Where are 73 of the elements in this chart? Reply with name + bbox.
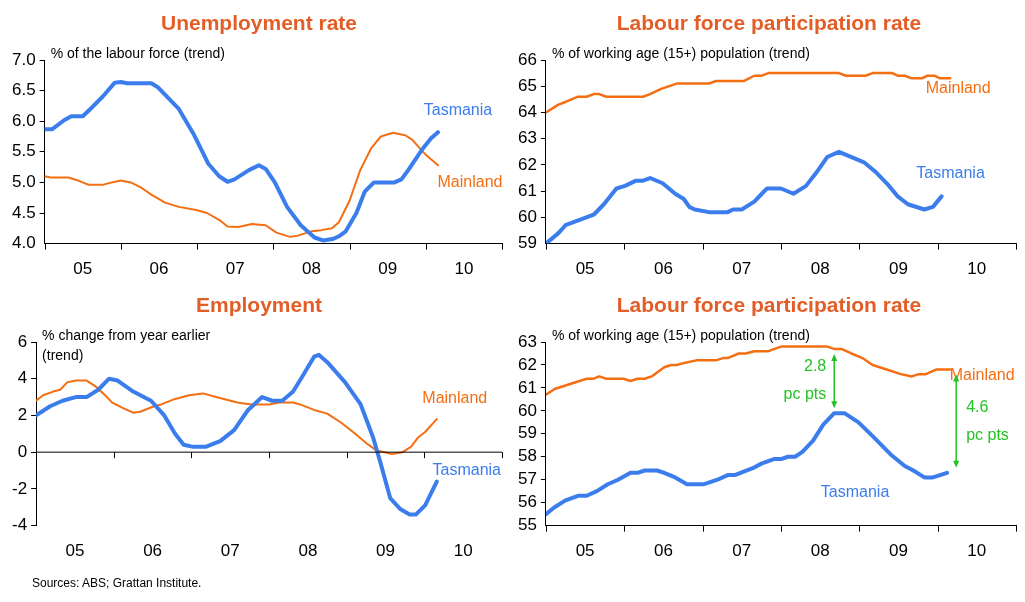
x-tick-label: 10 xyxy=(454,259,474,279)
y-axis-title: % change from year earlier (trend) xyxy=(42,326,211,363)
x-tick-label: 09 xyxy=(376,541,395,561)
y-tick-label: -4 xyxy=(11,515,28,535)
series-label: Mainland xyxy=(925,78,991,96)
y-tick-label: 61 xyxy=(517,377,537,397)
x-tick-label: 09 xyxy=(889,259,908,279)
y-tick-label: 5.0 xyxy=(11,172,36,192)
x-tick-label: 07 xyxy=(732,541,752,561)
y-tick-label: 61 xyxy=(517,180,537,200)
y-tick-label: 58 xyxy=(517,446,537,466)
y-tick-label: 4 xyxy=(17,368,28,388)
series-label: Tasmania xyxy=(423,100,493,118)
source-note: Sources: ABS; Grattan Institute. xyxy=(32,576,203,590)
y-tick-label: 59 xyxy=(517,233,537,253)
x-tick-label: 06 xyxy=(149,259,169,279)
annotation: 4.6 pc pts xyxy=(966,397,1009,443)
chart-title: Labour force participation rate xyxy=(615,10,923,36)
y-tick-label: 59 xyxy=(517,423,537,443)
y-axis-title: % of the labour force (trend) xyxy=(50,44,225,61)
y-tick-label: 7.0 xyxy=(11,49,36,69)
y-tick-label: 57 xyxy=(517,469,537,489)
y-tick-label: 63 xyxy=(517,128,537,148)
series-label: Tasmania xyxy=(916,163,985,181)
y-tick-label: 64 xyxy=(517,102,537,122)
chart-title: Labour force participation rate xyxy=(615,292,923,318)
y-tick-label: 5.5 xyxy=(11,141,36,161)
series-label: Mainland xyxy=(422,388,488,406)
x-tick-label: 06 xyxy=(143,541,163,561)
x-tick-label: 10 xyxy=(453,541,473,561)
chart-title: Employment xyxy=(195,292,323,318)
y-tick-label: 4.0 xyxy=(11,233,36,253)
x-tick-label: 05 xyxy=(575,541,595,561)
x-tick-label: 06 xyxy=(653,259,673,279)
x-tick-label: 05 xyxy=(73,259,93,279)
x-tick-label: 06 xyxy=(653,541,673,561)
series-label: Tasmania xyxy=(432,460,502,478)
x-tick-label: 08 xyxy=(810,259,830,279)
y-tick-label: 60 xyxy=(517,207,537,227)
y-tick-label: 6 xyxy=(17,331,28,351)
x-tick-label: 10 xyxy=(967,541,987,561)
y-tick-label: 56 xyxy=(517,492,537,512)
x-tick-label: 08 xyxy=(298,541,318,561)
y-tick-label: 60 xyxy=(517,400,537,420)
chart-title: Unemployment rate xyxy=(159,10,358,36)
x-tick-label: 09 xyxy=(889,541,908,561)
x-tick-label: 09 xyxy=(378,259,398,279)
y-tick-label: 62 xyxy=(517,154,537,174)
x-tick-label: 10 xyxy=(967,259,987,279)
x-tick-label: 07 xyxy=(732,259,752,279)
y-tick-label: 63 xyxy=(517,331,537,351)
y-tick-label: 66 xyxy=(517,49,537,69)
y-tick-label: 4.5 xyxy=(11,202,36,222)
y-axis-title: % of working age (15+) population (trend) xyxy=(551,326,810,343)
x-tick-label: 05 xyxy=(575,259,595,279)
y-axis-title: % of working age (15+) population (trend) xyxy=(551,44,810,61)
y-tick-label: 62 xyxy=(517,354,537,374)
series-label: Mainland xyxy=(437,172,503,190)
y-tick-label: 0 xyxy=(17,441,28,461)
x-tick-label: 08 xyxy=(301,259,321,279)
x-tick-label: 07 xyxy=(220,541,240,561)
y-tick-label: 6.0 xyxy=(11,110,36,130)
x-tick-label: 05 xyxy=(65,541,85,561)
y-tick-label: 6.5 xyxy=(11,80,36,100)
annotation: 2.8 pc pts xyxy=(783,357,827,403)
y-tick-label: 65 xyxy=(517,75,537,95)
series-label: Tasmania xyxy=(820,483,890,501)
x-tick-label: 07 xyxy=(225,259,245,279)
series-label: Mainland xyxy=(949,365,1015,383)
y-tick-label: -2 xyxy=(11,478,28,498)
x-tick-label: 08 xyxy=(810,541,830,561)
y-tick-label: 55 xyxy=(517,515,537,535)
y-tick-label: 2 xyxy=(17,405,28,425)
